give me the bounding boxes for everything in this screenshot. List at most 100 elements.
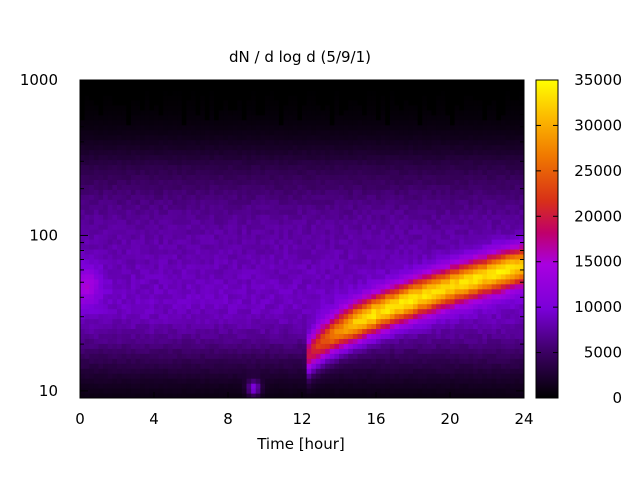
heatmap-cell [154, 358, 160, 364]
heatmap-cell [366, 283, 372, 290]
heatmap-cell [130, 84, 137, 91]
heatmap-cell [265, 338, 271, 344]
heatmap-cell [334, 323, 340, 330]
heatmap-cell [195, 303, 201, 310]
heatmap-cell [246, 189, 252, 195]
heatmap-cell [223, 209, 229, 215]
heatmap-cell [126, 318, 132, 325]
heatmap-cell [149, 109, 155, 116]
heatmap-cell [315, 363, 322, 369]
heatmap-cell [255, 343, 261, 349]
heatmap-cell [172, 318, 178, 325]
heatmap-cell [297, 199, 303, 205]
heatmap-cell [302, 139, 308, 146]
heatmap-cell [371, 273, 377, 280]
heatmap-cell [107, 248, 113, 255]
heatmap-cell [431, 268, 437, 275]
heatmap-cell [251, 109, 257, 116]
heatmap-cell [218, 378, 224, 384]
heatmap-cell [140, 154, 146, 161]
heatmap-cell [385, 263, 391, 270]
heatmap-cell [246, 234, 252, 240]
heatmap-cell [376, 328, 382, 335]
heatmap-cell [274, 109, 280, 116]
heatmap-cell [181, 144, 187, 151]
heatmap-cell [149, 124, 155, 131]
heatmap-cell [302, 308, 308, 315]
heatmap-cell [204, 248, 211, 255]
heatmap-cell [366, 348, 372, 354]
heatmap-cell [158, 149, 164, 156]
heatmap-cell [80, 358, 86, 364]
heatmap-cell [214, 258, 220, 265]
heatmap-cell [283, 263, 289, 270]
heatmap-cell [154, 343, 160, 349]
heatmap-cell [126, 144, 132, 151]
heatmap-cell [117, 323, 123, 330]
heatmap-cell [130, 243, 137, 250]
heatmap-cell [297, 134, 303, 141]
heatmap-cell [144, 84, 150, 91]
heatmap-cell [302, 333, 308, 339]
heatmap-cell [200, 114, 206, 121]
heatmap-cell [334, 258, 340, 265]
heatmap-cell [144, 179, 150, 185]
heatmap-cell [371, 373, 377, 379]
heatmap-cell [204, 363, 211, 369]
heatmap-cell [431, 124, 437, 131]
heatmap-cell [413, 80, 419, 86]
heatmap-cell [357, 149, 363, 156]
heatmap-cell [403, 278, 409, 285]
heatmap-cell [413, 199, 419, 205]
heatmap-cell [228, 184, 234, 190]
heatmap-cell [186, 343, 192, 349]
heatmap-cell [149, 149, 155, 156]
heatmap-cell [181, 154, 187, 161]
heatmap-cell [403, 174, 409, 180]
heatmap-cell [130, 124, 137, 131]
heatmap-cell [195, 239, 201, 245]
heatmap-cell [348, 80, 354, 86]
heatmap-cell [107, 323, 113, 330]
heatmap-cell [80, 373, 86, 379]
heatmap-cell [311, 239, 317, 245]
heatmap-cell [191, 229, 197, 235]
heatmap-cell [399, 124, 405, 131]
heatmap-cell [436, 328, 442, 335]
heatmap-cell [292, 89, 298, 96]
heatmap-cell [98, 149, 104, 156]
heatmap-cell [426, 293, 433, 300]
heatmap-cell [288, 174, 294, 180]
heatmap-cell [320, 154, 326, 161]
heatmap-cell [163, 164, 169, 171]
heatmap-cell [135, 84, 141, 91]
heatmap-cell [320, 134, 326, 141]
heatmap-cell [431, 388, 437, 394]
heatmap-cell [200, 124, 206, 131]
heatmap-cell [130, 199, 137, 205]
heatmap-cell [228, 313, 234, 320]
heatmap-cell [371, 134, 377, 141]
heatmap-cell [339, 184, 345, 190]
heatmap-cell [417, 368, 423, 374]
heatmap-cell [399, 323, 405, 330]
heatmap-cell [158, 293, 164, 300]
heatmap-cell [246, 84, 252, 91]
heatmap-cell [348, 323, 354, 330]
heatmap-cell [140, 80, 146, 86]
heatmap-cell [255, 169, 261, 176]
heatmap-cell [413, 124, 419, 131]
heatmap-cell [366, 258, 372, 265]
heatmap-cell [274, 303, 280, 310]
heatmap-cell [177, 288, 183, 295]
heatmap-cell [200, 174, 206, 180]
heatmap-cell [121, 308, 127, 315]
heatmap-cell [265, 308, 271, 315]
heatmap-cell [376, 373, 382, 379]
heatmap-cell [228, 243, 234, 250]
heatmap-cell [204, 353, 211, 359]
heatmap-cell [408, 303, 414, 310]
heatmap-cell [251, 224, 257, 230]
heatmap-cell [306, 224, 312, 230]
heatmap-cell [200, 184, 206, 190]
